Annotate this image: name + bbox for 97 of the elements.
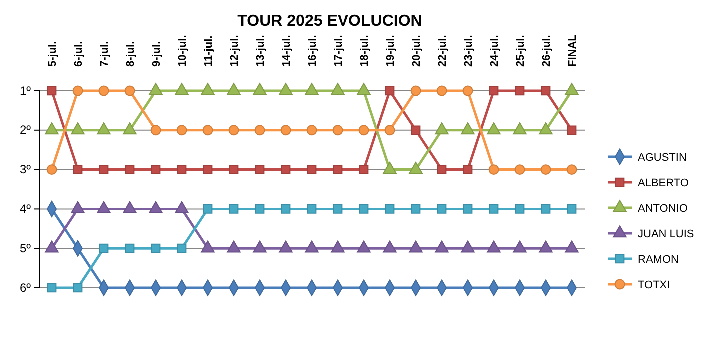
point (463, 165, 473, 174)
x-tick-label: 22-jul. (436, 35, 449, 67)
point (124, 86, 136, 96)
x-tick-label: 5-jul. (46, 41, 59, 67)
point (47, 86, 57, 96)
point (150, 125, 162, 136)
y-tick-label: 1º (20, 84, 32, 98)
point (307, 204, 317, 214)
x-tick-label: 23-jul. (462, 35, 475, 67)
point (229, 165, 239, 174)
point (228, 125, 240, 136)
legend-label: AGUSTIN (638, 152, 687, 164)
point (125, 244, 135, 254)
x-tick-label: 17-jul. (332, 35, 345, 67)
x-tick-label: 6-jul. (72, 41, 85, 67)
point (99, 165, 109, 174)
y-tick-label: 3º (20, 162, 32, 177)
point (332, 125, 344, 136)
point (489, 204, 499, 214)
point (411, 204, 421, 214)
point (515, 86, 525, 96)
point (73, 165, 83, 174)
x-tick-label: 8-jul. (124, 41, 137, 67)
point (333, 204, 343, 214)
x-tick-label: 7-jul. (98, 41, 111, 67)
point (73, 283, 83, 293)
point (281, 165, 291, 174)
point (151, 165, 161, 174)
x-tick-label: 25-jul. (514, 35, 527, 67)
x-tick-label: 18-jul. (358, 35, 371, 67)
point (333, 165, 343, 174)
point (98, 86, 110, 96)
point (359, 165, 369, 174)
point (203, 204, 213, 214)
legend-label: RAMON (638, 254, 679, 266)
x-tick-label: 10-jul. (176, 35, 189, 67)
x-tick-label: 12-jul. (228, 35, 241, 67)
point (176, 125, 188, 136)
point (489, 86, 499, 96)
point (202, 125, 214, 136)
point (177, 165, 187, 174)
point (177, 244, 187, 254)
point (437, 204, 447, 214)
point (99, 244, 109, 254)
point (151, 244, 161, 254)
chart-title: TOUR 2025 EVOLUCION (238, 13, 422, 30)
point (515, 204, 525, 214)
legend-label: TOTXI (638, 279, 670, 292)
point (514, 164, 526, 176)
y-tick-label: 6º (20, 280, 32, 295)
point (281, 204, 291, 214)
x-tick-label: 24-jul. (488, 35, 501, 67)
point (125, 165, 135, 174)
point (488, 164, 500, 176)
x-tick-label: 13-jul. (254, 35, 267, 67)
point (255, 165, 265, 174)
point (385, 86, 395, 96)
point (385, 204, 395, 214)
point (72, 86, 84, 96)
point (541, 86, 551, 96)
point (307, 165, 317, 174)
point (47, 283, 57, 293)
point (203, 165, 213, 174)
x-tick-label: 11-jul. (202, 36, 215, 67)
point (229, 204, 239, 214)
y-tick-label: 2º (20, 123, 32, 138)
legend-label: ANTONIO (638, 202, 688, 215)
y-tick-label: 5º (20, 241, 32, 256)
point (46, 164, 58, 176)
point (463, 204, 473, 214)
point (384, 125, 396, 136)
point (567, 204, 577, 214)
point (541, 204, 551, 214)
x-tick-label: FINAL (566, 34, 579, 67)
point (437, 165, 447, 174)
x-tick-label: 16-jul. (306, 35, 319, 67)
legend-label: ALBERTO (638, 177, 690, 190)
point (410, 86, 422, 96)
point (280, 125, 292, 136)
point (411, 126, 421, 136)
point (255, 204, 265, 214)
x-tick-label: 20-jul. (410, 35, 423, 67)
x-tick-label: 9-jul. (150, 41, 163, 67)
point (358, 125, 370, 136)
legend-label: JUAN LUIS (638, 228, 694, 240)
point (436, 86, 448, 96)
point (567, 126, 577, 136)
x-tick-label: 26-jul. (540, 35, 553, 67)
y-tick-label: 4º (20, 202, 32, 216)
point (566, 164, 578, 176)
point (540, 164, 552, 176)
point (462, 86, 474, 96)
point (306, 125, 318, 136)
x-tick-label: 14-jul. (280, 35, 293, 67)
point (254, 125, 266, 136)
point (359, 204, 369, 214)
x-tick-label: 19-jul. (384, 35, 397, 67)
